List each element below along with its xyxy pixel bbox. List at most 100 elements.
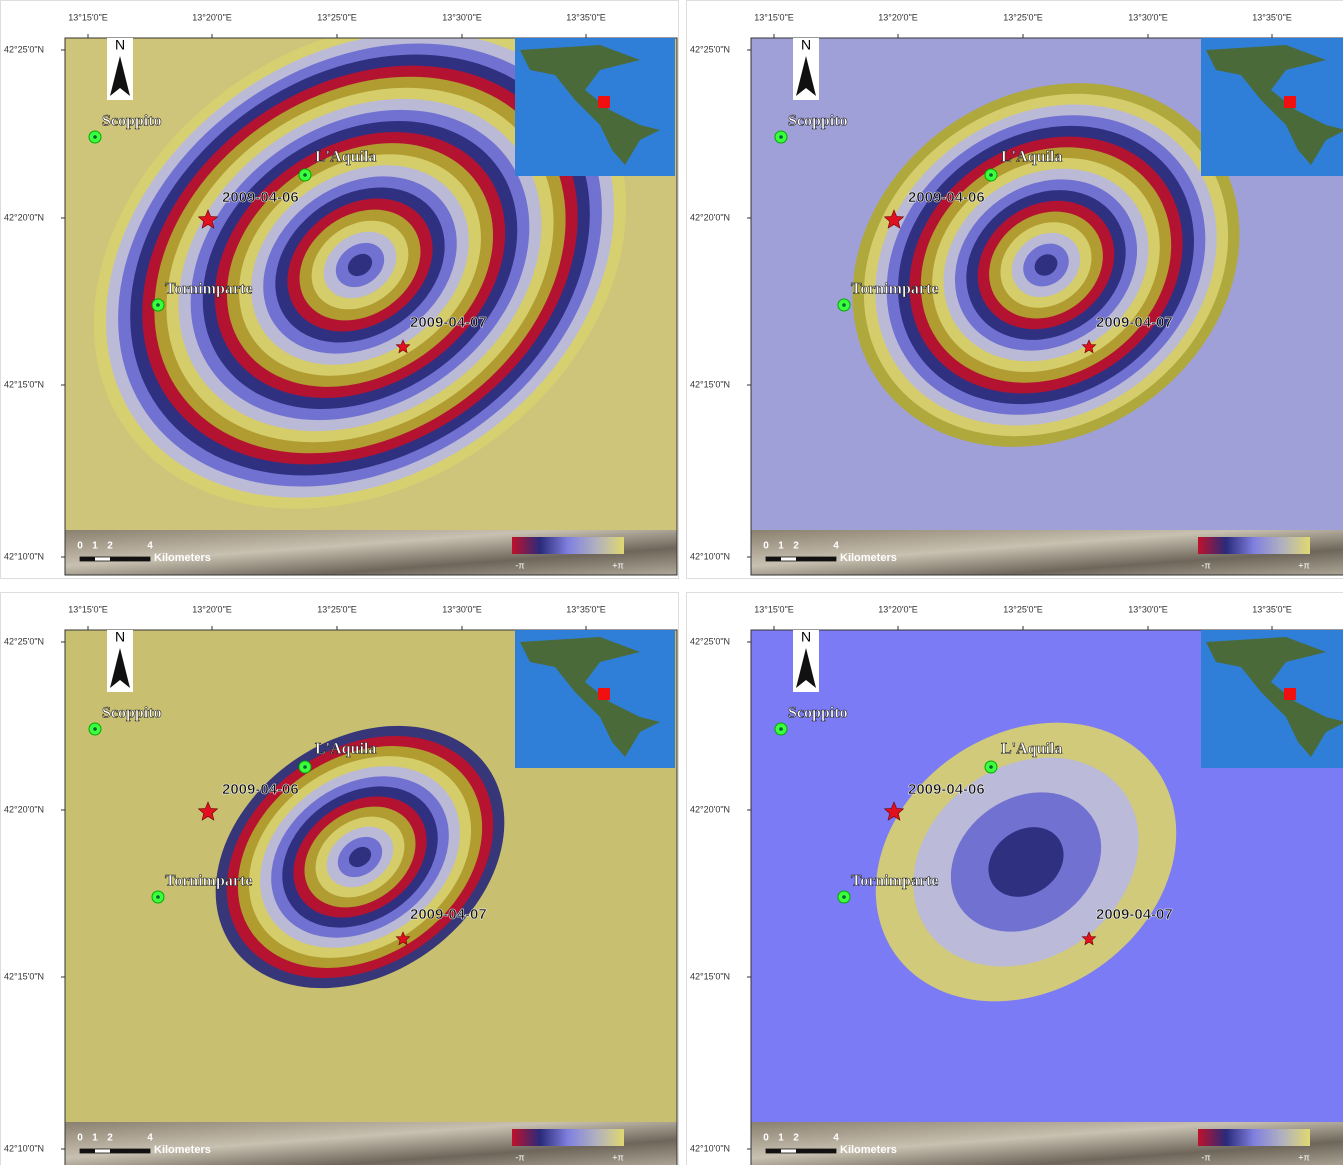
scale-label: 1 [778,1133,784,1144]
lat-tick-label: 42°25'0"N [4,636,44,646]
lat-tick-label: 42°20'0"N [4,804,44,814]
scale-unit: Kilometers [154,552,211,564]
event-label: 2009-04-06 [222,781,299,798]
lat-tick-label: 42°25'0"N [4,44,44,54]
scale-label: 1 [778,541,784,552]
map-panel: 13°15'0"E13°20'0"E13°25'0"E13°30'0"E13°3… [1,593,679,1165]
lat-tick-label: 42°15'0"N [690,379,730,389]
lat-tick-label: 42°10'0"N [690,551,730,561]
map-panel: 13°15'0"E 13°20'0"E 13°25'0"E 13°30'0"E 13°3… [0,0,720,609]
lon-tick-label: 13°20'0"E [878,12,918,22]
scale-bar-black [80,557,95,561]
event-label: 2009-04-06 [908,781,985,798]
colorbar-label: +π [612,1152,623,1162]
lon-tick-label: 13°35'0"E [1252,604,1292,614]
lon-tick-label: 13°35'0"E [566,604,606,614]
north-label: N [115,37,125,53]
colorbar [1198,1129,1310,1146]
scale-label: 2 [107,1133,113,1144]
scale-label: 2 [793,1133,799,1144]
lon-tick-label: 13°30'0"E [1128,12,1168,22]
lon-tick-label: 13°35'0"E [566,12,606,22]
inset-locator [1284,688,1296,700]
colorbar-label: +π [1298,1152,1309,1162]
event-label: 2009-04-06 [908,189,985,206]
scale-label: 2 [107,541,113,552]
map-panel: 13°15'0"E13°20'0"E13°25'0"E13°30'0"E13°3… [687,593,1343,1165]
event-label: 2009-04-07 [1096,906,1173,923]
scale-label: 4 [833,541,839,552]
lon-tick-label: 13°30'0"E [442,12,482,22]
place-marker-center [156,303,160,307]
colorbar-label: -π [515,1152,524,1162]
lat-tick-label: 42°25'0"N [690,44,730,54]
lat-tick-label: 42°15'0"N [4,971,44,981]
scale-unit: Kilometers [840,1144,897,1156]
lat-tick-label: 42°15'0"N [4,379,44,389]
scale-bar-black [796,1149,836,1153]
lon-tick-label: 13°25'0"E [317,604,357,614]
scale-bar-black [796,557,836,561]
scale-bar-black [766,1149,781,1153]
scale-label: 0 [77,1133,83,1144]
north-label: N [801,629,811,645]
place-label: Scoppito [102,113,162,130]
place-marker-center [989,765,993,769]
place-marker-center [303,765,307,769]
scale-label: 0 [763,1133,769,1144]
scale-label: 0 [763,541,769,552]
lon-tick-label: 13°25'0"E [317,12,357,22]
lat-tick-label: 42°10'0"N [4,1143,44,1153]
place-label: Scoppito [788,705,848,722]
lat-tick-label: 42°20'0"N [690,804,730,814]
colorbar [1198,537,1310,554]
place-marker-center [93,727,97,731]
place-label: L'Aquila [1001,149,1062,166]
place-marker-center [842,895,846,899]
colorbar-label: -π [515,560,524,570]
lon-tick-label: 13°20'0"E [192,12,232,22]
colorbar-label: +π [1298,560,1309,570]
north-label: N [801,37,811,53]
lon-tick-label: 13°25'0"E [1003,604,1043,614]
place-label: Tornimparte [165,281,252,298]
scale-label: 1 [92,541,98,552]
event-label: 2009-04-06 [222,189,299,206]
lon-tick-label: 13°15'0"E [754,604,794,614]
scale-unit: Kilometers [154,1144,211,1156]
scale-label: 0 [77,541,83,552]
lon-tick-label: 13°15'0"E [68,12,108,22]
figure: 13°15'0"E 13°20'0"E 13°25'0"E 13°30'0"E 13°3… [0,0,1343,1165]
inset-locator [598,96,610,108]
place-marker-center [779,727,783,731]
lat-tick-label: 42°10'0"N [4,551,44,561]
scale-bar-black [80,1149,95,1153]
place-label: Tornimparte [851,873,938,890]
place-marker-center [156,895,160,899]
lon-tick-label: 13°25'0"E [1003,12,1043,22]
colorbar-label: -π [1201,1152,1210,1162]
place-label: L'Aquila [1001,741,1062,758]
colorbar-label: -π [1201,560,1210,570]
place-label: Scoppito [102,705,162,722]
scale-label: 4 [833,1133,839,1144]
scale-label: 4 [147,1133,153,1144]
north-label: N [115,629,125,645]
scale-label: 1 [92,1133,98,1144]
lat-tick-label: 42°10'0"N [690,1143,730,1153]
place-label: Tornimparte [165,873,252,890]
inset-locator [598,688,610,700]
lon-tick-label: 13°35'0"E [1252,12,1292,22]
lon-tick-label: 13°15'0"E [754,12,794,22]
lat-tick-label: 42°20'0"N [690,212,730,222]
place-marker-center [989,173,993,177]
place-label: Scoppito [788,113,848,130]
place-marker-center [303,173,307,177]
lat-tick-label: 42°25'0"N [690,636,730,646]
lon-tick-label: 13°20'0"E [192,604,232,614]
scale-label: 4 [147,541,153,552]
colorbar [512,1129,624,1146]
inset-locator [1284,96,1296,108]
colorbar [512,537,624,554]
lon-tick-label: 13°30'0"E [442,604,482,614]
